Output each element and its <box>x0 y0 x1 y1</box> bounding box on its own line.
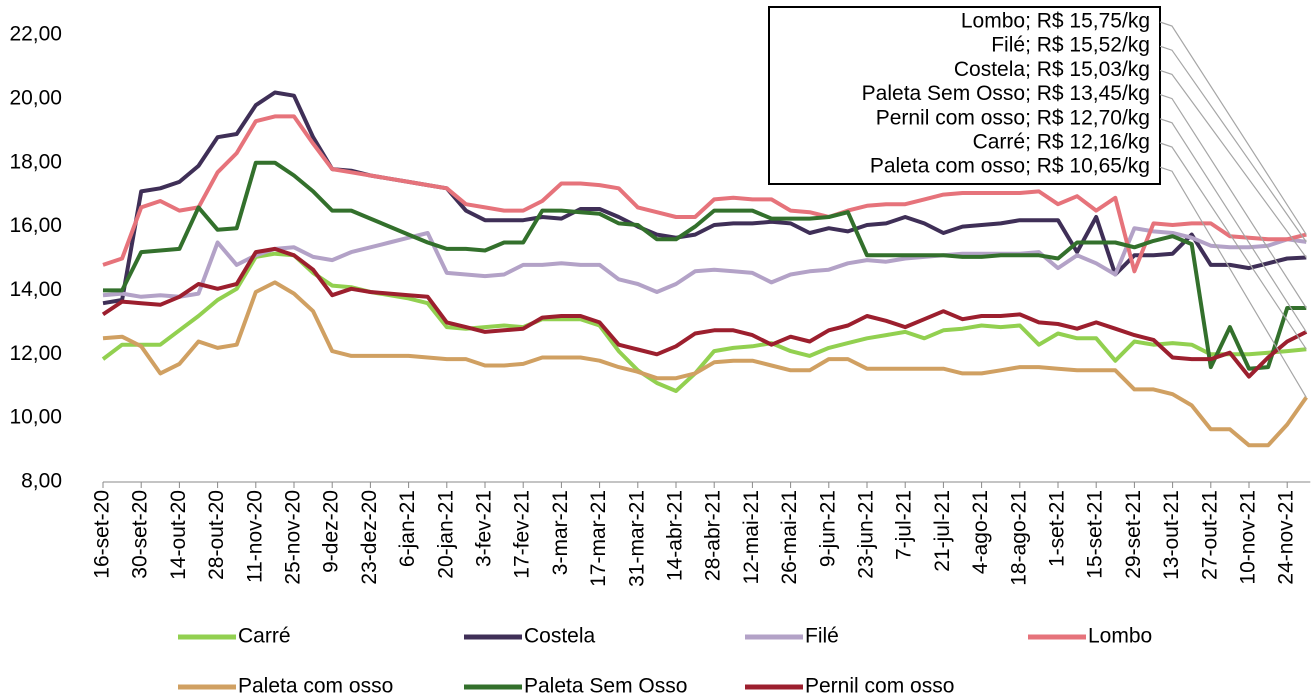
annotation: Paleta com osso; R$ 10,65/kg <box>870 155 1150 178</box>
x-tick-label: 12-mai-21 <box>740 490 763 585</box>
x-tick-label: 23-dez-20 <box>358 490 381 585</box>
x-tick-label: 24-nov-21 <box>1275 490 1298 585</box>
leader-line <box>1159 118 1307 333</box>
annotation: Paleta Sem Osso; R$ 13,45/kg <box>862 82 1150 105</box>
series-line <box>103 160 1307 371</box>
x-tick-label: 18-ago-21 <box>1007 490 1030 586</box>
x-tick-label: 27-out-21 <box>1198 490 1221 580</box>
x-tick-label: 10-nov-21 <box>1237 490 1260 585</box>
x-tick-label: 3-fev-21 <box>473 490 496 567</box>
x-tick-label: 16-set-20 <box>91 490 114 579</box>
legend-label: Paleta Sem Osso <box>524 675 687 698</box>
x-tick-label: 3-mar-21 <box>549 490 572 575</box>
legend-label: Paleta com osso <box>238 675 393 698</box>
legend-label: Carré <box>238 625 291 648</box>
x-tick-label: 20-jan-21 <box>434 490 457 579</box>
annotation: Pernil com osso; R$ 12,70/kg <box>876 106 1150 129</box>
x-tick-label: 28-out-20 <box>205 490 228 580</box>
x-tick-label: 14-abr-21 <box>664 490 687 581</box>
x-tick-label: 17-fev-21 <box>511 490 534 579</box>
legend-label: Costela <box>524 625 596 648</box>
annotation: Carré; R$ 12,16/kg <box>973 131 1150 154</box>
y-tick-label: 16,00 <box>9 214 62 237</box>
x-tick-label: 4-ago-21 <box>969 490 992 574</box>
annotation: Filé; R$ 15,52/kg <box>991 34 1150 57</box>
annotation: Lombo; R$ 15,75/kg <box>961 10 1150 33</box>
x-tick-label: 26-mai-21 <box>778 490 801 585</box>
x-tick-label: 21-jul-21 <box>931 490 954 572</box>
series-line <box>101 246 1308 379</box>
x-tick-label: 7-jul-21 <box>893 490 916 560</box>
x-tick-label: 17-mar-21 <box>587 490 610 587</box>
leader-line <box>1159 45 1307 243</box>
leader-line <box>1159 166 1307 398</box>
x-tick-label: 9-jun-21 <box>816 490 839 567</box>
y-tick-label: 18,00 <box>9 150 62 173</box>
legend-label: Lombo <box>1088 625 1152 648</box>
x-tick-label: 9-dez-20 <box>320 490 343 573</box>
series-line <box>102 90 1307 306</box>
annotation-box <box>768 6 1161 185</box>
x-tick-label: 15-set-21 <box>1084 490 1107 579</box>
x-tick-label: 11-nov-20 <box>243 490 266 583</box>
x-tick-label: 29-set-21 <box>1122 490 1145 579</box>
legend-label: Pernil com osso <box>805 675 954 698</box>
y-tick-label: 8,00 <box>21 470 62 493</box>
x-tick-label: 25-nov-20 <box>282 490 305 585</box>
x-tick-label: 31-mar-21 <box>625 490 648 587</box>
series-line <box>101 251 1307 393</box>
leader-line <box>1159 69 1307 258</box>
y-tick-label: 22,00 <box>9 23 62 46</box>
series-line <box>102 226 1307 299</box>
leader-line <box>1159 21 1307 235</box>
x-tick-label: 1-set-21 <box>1046 490 1069 567</box>
x-tick-label: 13-out-21 <box>1160 490 1183 580</box>
leader-line <box>1159 142 1307 350</box>
x-tick-label: 6-jan-21 <box>396 490 419 567</box>
y-tick-label: 12,00 <box>9 342 62 365</box>
x-tick-label: 14-out-20 <box>167 490 190 580</box>
series-line <box>102 114 1307 274</box>
y-tick-label: 14,00 <box>9 278 62 301</box>
leader-line <box>1159 94 1307 309</box>
x-tick-label: 28-abr-21 <box>702 490 725 581</box>
y-tick-label: 10,00 <box>9 406 62 429</box>
annotation: Costela; R$ 15,03/kg <box>954 58 1150 81</box>
y-tick-label: 20,00 <box>9 86 62 109</box>
x-tick-label: 23-jun-21 <box>855 490 878 579</box>
legend-label: Filé <box>805 625 839 648</box>
series-line <box>102 280 1308 448</box>
x-tick-label: 30-set-20 <box>129 490 152 579</box>
